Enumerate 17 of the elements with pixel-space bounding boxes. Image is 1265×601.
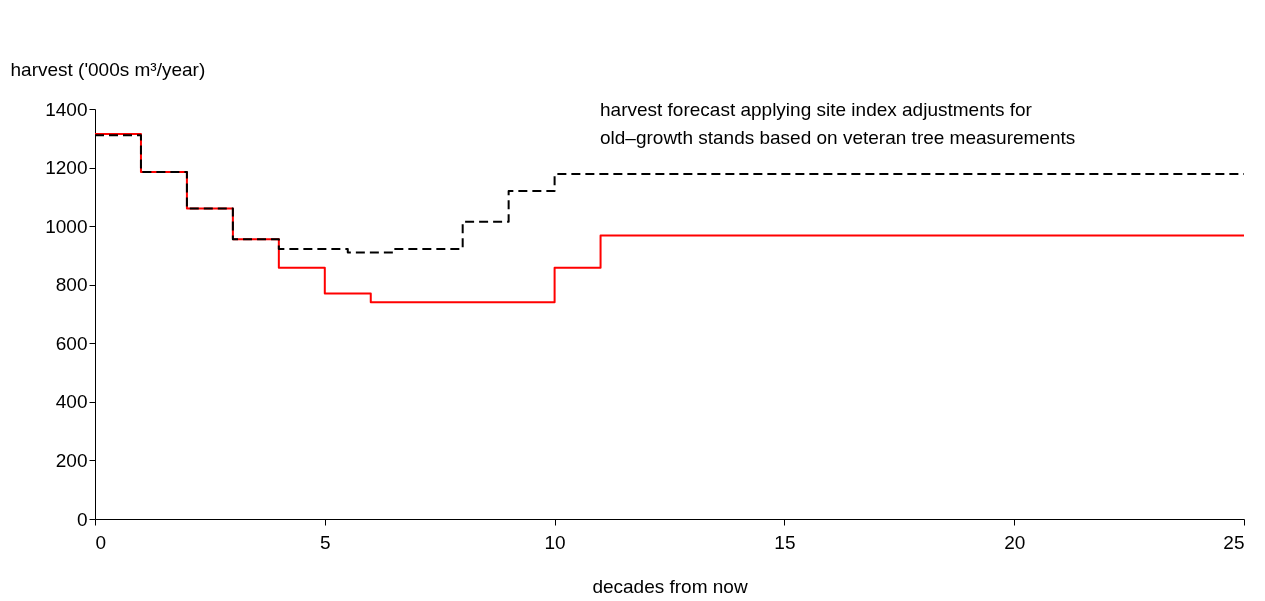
y-axis-title: harvest ('000s m³/year) bbox=[10, 58, 206, 80]
y-tick-label: 1000 bbox=[45, 215, 88, 237]
y-tick-label: 1200 bbox=[45, 157, 88, 179]
x-tick-label: 5 bbox=[320, 531, 331, 553]
x-tick-label: 20 bbox=[1004, 531, 1026, 553]
y-tick-label: 600 bbox=[55, 332, 88, 354]
y-tick-label: 0 bbox=[76, 508, 88, 530]
y-tick-label: 400 bbox=[55, 391, 88, 413]
x-axis-title: decades from now bbox=[592, 575, 748, 597]
annotation: harvest forecast applying site index adjustments for old–growth stands based on veteran tree measurements bbox=[600, 99, 1076, 148]
y-tick-label: 1400 bbox=[45, 98, 88, 120]
y-tick-label: 200 bbox=[55, 449, 88, 471]
x-tick-label: 15 bbox=[774, 531, 796, 553]
x-tick-label: 10 bbox=[544, 531, 566, 553]
x-tick-label: 0 bbox=[95, 531, 107, 553]
x-tick-label: 25 bbox=[1223, 531, 1245, 553]
y-tick-label: 800 bbox=[55, 274, 88, 296]
